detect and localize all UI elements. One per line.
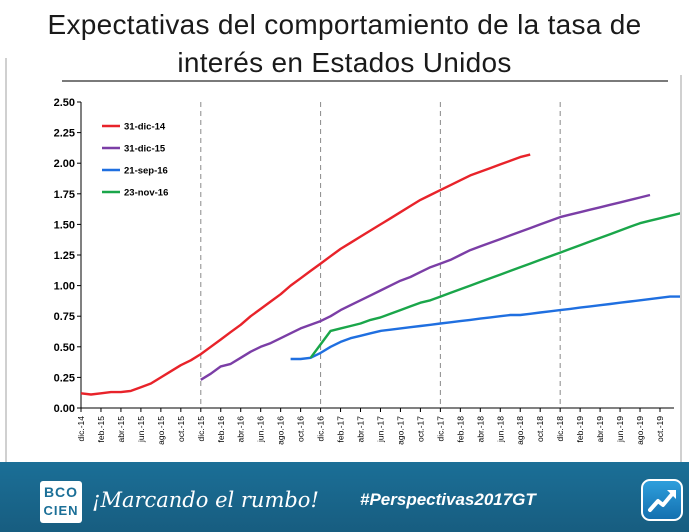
logo-text-top: BCO bbox=[43, 484, 79, 500]
legend-label: 31-dic-15 bbox=[124, 144, 166, 155]
x-tick-label: feb.-19 bbox=[575, 416, 585, 443]
footer-hashtag: #Perspectivas2017GT bbox=[360, 490, 536, 509]
x-tick-label: dic.-18 bbox=[555, 416, 565, 442]
trend-up-icon-glyph bbox=[648, 490, 676, 512]
x-tick-label: abr.-16 bbox=[236, 416, 246, 443]
y-tick-label: 1.75 bbox=[54, 189, 75, 201]
chart-series bbox=[80, 153, 680, 396]
slide-right-rule bbox=[680, 75, 682, 470]
footer-slogan: ¡Marcando el rumbo! bbox=[92, 488, 319, 512]
x-tick-label: oct.-19 bbox=[655, 416, 665, 442]
chart-legend: 31-dic-14 31-dic-15 21-sep-16 23-nov-16 bbox=[102, 122, 168, 199]
series-line-23-nov-16 bbox=[309, 212, 680, 359]
x-tick-label: feb.-16 bbox=[216, 416, 226, 443]
interest-rate-chart: 0.00 0.25 0.50 0.75 1.00 1.25 1.50 1.75 2.00 2.25… bbox=[54, 88, 680, 455]
y-tick-label: 0.50 bbox=[54, 342, 75, 354]
x-tick-label: ago.-16 bbox=[276, 416, 286, 445]
y-tick-label: 1.50 bbox=[54, 219, 75, 231]
x-tick-label: dic.-15 bbox=[196, 416, 206, 442]
chart-frame bbox=[80, 88, 680, 455]
x-tick-label: oct.-17 bbox=[415, 416, 425, 442]
legend-label: 23-nov-16 bbox=[124, 188, 168, 199]
trend-up-icon[interactable] bbox=[641, 479, 683, 521]
series-line-21-sep-16 bbox=[290, 295, 680, 361]
x-tick-label: dic.-16 bbox=[316, 416, 326, 442]
bcocien-logo: BCO CIEN bbox=[40, 481, 82, 523]
x-tick-label: jun.-19 bbox=[615, 416, 625, 443]
x-tick-label: dic.-14 bbox=[76, 416, 86, 442]
x-tick-label: abr.-19 bbox=[595, 416, 605, 443]
x-tick-label: jun.-18 bbox=[495, 416, 505, 443]
y-tick-label: 2.50 bbox=[54, 97, 75, 109]
slide-title-line1: Expectativas del comportamiento de la ta… bbox=[47, 9, 642, 40]
chart-axes: 0.00 0.25 0.50 0.75 1.00 1.25 1.50 1.75 2.00 2.25… bbox=[54, 97, 674, 445]
logo-text-bottom: CIEN bbox=[43, 503, 79, 518]
x-tick-label: abr.-15 bbox=[116, 416, 126, 443]
y-tick-label: 0.75 bbox=[54, 311, 75, 323]
x-tick-label: ago.-15 bbox=[156, 416, 166, 445]
y-tick-label: 2.00 bbox=[54, 158, 75, 170]
footer-bar: BCO CIEN ¡Marcando el rumbo! #Perspectiv… bbox=[0, 462, 689, 532]
x-tick-label: ago.-18 bbox=[515, 416, 525, 445]
x-tick-label: dic.-17 bbox=[435, 416, 445, 442]
x-tick-label: oct.-16 bbox=[296, 416, 306, 442]
x-tick-label: jun.-17 bbox=[375, 416, 385, 443]
y-tick-label: 0.00 bbox=[54, 403, 75, 415]
x-tick-label: abr.-17 bbox=[356, 416, 366, 443]
legend-label: 31-dic-14 bbox=[124, 122, 166, 133]
x-tick-label: oct.-15 bbox=[176, 416, 186, 442]
y-tick-label: 1.25 bbox=[54, 250, 75, 262]
series-line-31-dic-15 bbox=[200, 193, 651, 381]
x-tick-label: ago.-17 bbox=[395, 416, 405, 445]
slide-title: Expectativas del comportamiento de la ta… bbox=[0, 6, 689, 82]
x-tick-label: jun.-16 bbox=[256, 416, 266, 443]
x-tick-label: feb.-17 bbox=[336, 416, 346, 443]
y-tick-label: 2.25 bbox=[54, 128, 75, 140]
chart-vertical-lines bbox=[200, 102, 561, 408]
slide-title-line2: interés en Estados Unidos bbox=[177, 47, 512, 78]
x-tick-label: jun.-15 bbox=[136, 416, 146, 443]
x-tick-label: oct.-18 bbox=[535, 416, 545, 442]
title-underline bbox=[62, 80, 668, 82]
slide-left-rule bbox=[5, 58, 7, 468]
y-tick-label: 0.25 bbox=[54, 372, 75, 384]
x-tick-label: feb.-15 bbox=[96, 416, 106, 443]
x-tick-label: abr.-18 bbox=[475, 416, 485, 443]
legend-label: 21-sep-16 bbox=[124, 166, 168, 177]
x-tick-label: ago.-19 bbox=[635, 416, 645, 445]
series-line-31-dic-14 bbox=[80, 153, 531, 396]
x-tick-label: feb.-18 bbox=[455, 416, 465, 443]
y-tick-label: 1.00 bbox=[54, 281, 75, 293]
